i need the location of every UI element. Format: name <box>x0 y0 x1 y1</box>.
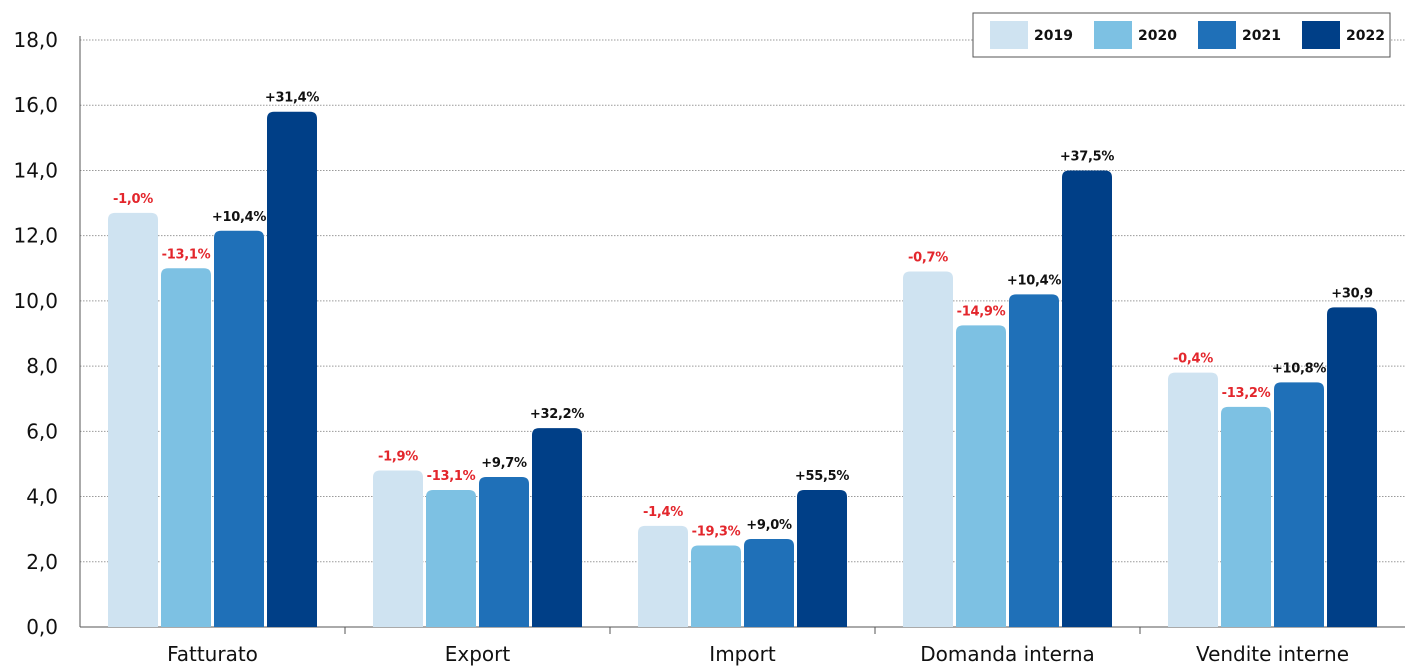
data-label: +55,5% <box>795 469 849 484</box>
bar-2019 <box>1168 372 1218 627</box>
bar-2020 <box>161 268 211 627</box>
bar-2022 <box>532 428 582 627</box>
legend-swatch <box>1302 21 1340 49</box>
data-label: -1,9% <box>378 449 418 464</box>
y-tick-label: 12,0 <box>13 224 58 248</box>
data-label: +32,2% <box>530 407 584 422</box>
bar-2020 <box>1221 406 1271 627</box>
legend-label: 2021 <box>1242 28 1281 44</box>
data-label: +30,9 <box>1331 286 1373 301</box>
axes: 0,0 2,0 4,0 6,0 8,0 10,0 12,0 14,0 16,0 18,0 Fattu… <box>13 28 1405 666</box>
bar-2021 <box>1009 294 1059 627</box>
bar-2021 <box>744 538 794 627</box>
y-tick-label: 0,0 <box>26 615 58 639</box>
bar-2021 <box>1274 382 1324 627</box>
data-label: -19,3% <box>692 524 741 539</box>
category-label: Fatturato <box>167 642 258 666</box>
bar-2021 <box>214 230 264 627</box>
legend-swatch <box>1094 21 1132 49</box>
bar-2019 <box>903 271 953 627</box>
y-tick-label: 16,0 <box>13 93 58 117</box>
y-tick-label: 10,0 <box>13 289 58 313</box>
category-label: Domanda interna <box>920 642 1095 666</box>
y-tick-label: 4,0 <box>26 485 58 509</box>
data-label: -13,2% <box>1222 386 1271 401</box>
data-label: +10,4% <box>1007 273 1061 288</box>
data-label: -0,4% <box>1173 352 1213 367</box>
bar-2022 <box>1062 170 1112 627</box>
data-labels: -1,0% -13,1% +10,4% +31,4% -1,9% -13,1% +9,7% +… <box>113 91 1373 540</box>
category-label: Export <box>445 642 511 666</box>
data-label: -1,4% <box>643 505 683 520</box>
data-label: +9,7% <box>481 456 527 471</box>
data-label: +9,0% <box>746 518 792 533</box>
data-label: -13,1% <box>162 247 211 262</box>
legend: 2019 2020 2021 2022 <box>972 12 1391 58</box>
y-tick-label: 6,0 <box>26 419 58 443</box>
y-tick-label: 18,0 <box>13 28 58 52</box>
category-label: Vendite interne <box>1196 642 1349 666</box>
bar-2019 <box>373 470 423 627</box>
y-tick-label: 2,0 <box>26 550 58 574</box>
bar-2020 <box>956 325 1006 627</box>
data-label: +10,4% <box>212 210 266 225</box>
data-label: -13,1% <box>427 469 476 484</box>
bar-2021 <box>479 476 529 627</box>
y-tick-label: 8,0 <box>26 354 58 378</box>
category-label: Import <box>709 642 776 666</box>
bar-2022 <box>267 111 317 627</box>
legend-label: 2022 <box>1346 28 1385 44</box>
bar-2022 <box>797 490 847 627</box>
bar-2020 <box>691 545 741 627</box>
bar-2020 <box>426 490 476 627</box>
data-label: -14,9% <box>957 304 1006 319</box>
bars <box>108 111 1377 628</box>
data-label: -0,7% <box>908 251 948 266</box>
data-label: -1,0% <box>113 192 153 207</box>
bar-2019 <box>108 212 158 628</box>
legend-label: 2020 <box>1138 28 1177 44</box>
legend-swatch <box>1198 21 1236 49</box>
bar-2022 <box>1327 307 1377 627</box>
legend-label: 2019 <box>1034 28 1073 44</box>
data-label: +37,5% <box>1060 149 1114 164</box>
legend-swatch <box>990 21 1028 49</box>
y-tick-label: 14,0 <box>13 158 58 182</box>
data-label: +10,8% <box>1272 361 1326 376</box>
bar-2019 <box>638 525 688 627</box>
data-label: +31,4% <box>265 91 319 106</box>
